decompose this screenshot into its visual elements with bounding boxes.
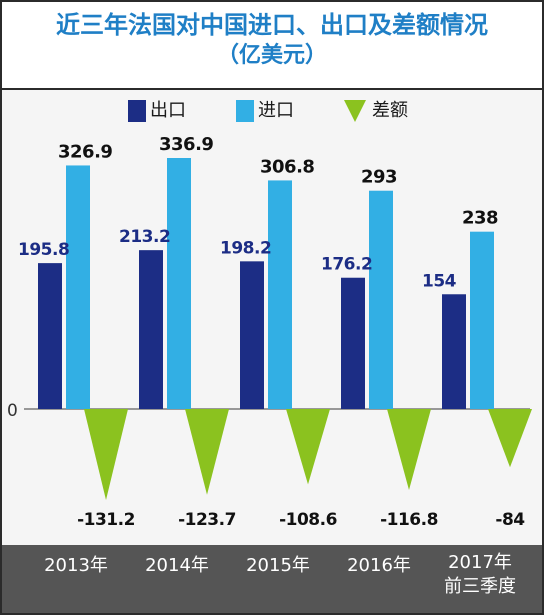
label-balance-2: -108.6 <box>279 510 337 530</box>
title-divider <box>2 88 542 90</box>
bar-import-1 <box>167 158 191 409</box>
category-label-4: 2017年 <box>448 552 512 573</box>
category-label-3: 2016年 <box>347 555 411 576</box>
chart-subtitle-unit: （亿美元） <box>216 43 327 68</box>
bar-import-4 <box>470 231 494 409</box>
legend-label-export: 出口 <box>150 100 186 121</box>
chart-title: 近三年法国对中国进口、出口及差额情况 <box>56 11 488 39</box>
bar-import-0 <box>66 165 90 409</box>
legend-swatch-export <box>128 100 146 122</box>
label-export-2: 198.2 <box>220 238 271 258</box>
bar-export-1 <box>139 250 163 409</box>
triangle-balance-3 <box>387 409 431 491</box>
category-label-1: 2014年 <box>145 555 209 576</box>
label-import-0: 326.9 <box>58 141 112 162</box>
legend-swatch-import <box>236 100 254 122</box>
bar-import-2 <box>268 180 292 409</box>
label-balance-4: -84 <box>495 510 525 530</box>
bar-export-3 <box>341 277 365 409</box>
label-import-2: 306.8 <box>260 156 314 177</box>
bar-import-3 <box>369 190 393 409</box>
chart-title-block: 近三年法国对中国进口、出口及差额情况 （亿美元） <box>0 0 544 86</box>
label-export-3: 176.2 <box>321 255 372 275</box>
label-import-4: 238 <box>462 208 498 229</box>
category-sublabel-4: 前三季度 <box>444 576 516 597</box>
label-export-4: 154 <box>422 271 457 291</box>
bar-export-0 <box>38 263 62 409</box>
bar-export-2 <box>240 261 264 409</box>
triangle-balance-2 <box>286 409 330 485</box>
label-balance-1: -123.7 <box>178 510 236 530</box>
label-export-1: 213.2 <box>119 227 170 247</box>
legend-label-import: 进口 <box>258 100 294 121</box>
label-import-1: 336.9 <box>159 134 213 155</box>
category-label-0: 2013年 <box>44 555 108 576</box>
category-axis-band <box>2 545 542 613</box>
triangle-balance-0 <box>84 409 128 500</box>
legend-swatch-balance <box>344 100 366 122</box>
label-balance-0: -131.2 <box>77 510 135 530</box>
label-export-0: 195.8 <box>18 240 69 260</box>
category-label-2: 2015年 <box>246 555 310 576</box>
bar-export-4 <box>442 294 466 409</box>
label-balance-3: -116.8 <box>380 510 438 530</box>
y-zero-tick-label: 0 <box>7 401 18 421</box>
triangle-balance-1 <box>185 409 229 495</box>
legend-label-balance: 差额 <box>372 100 408 121</box>
triangle-balance-4 <box>488 409 532 468</box>
label-import-3: 293 <box>361 167 397 188</box>
